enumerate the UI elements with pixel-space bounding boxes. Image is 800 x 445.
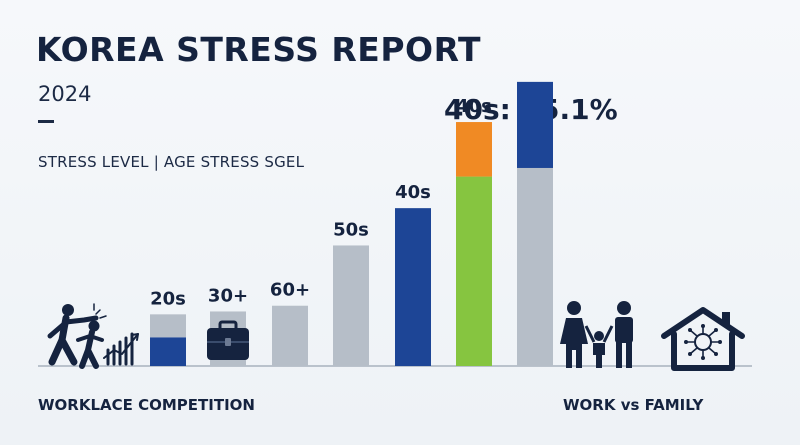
bar-3-segment-1	[272, 305, 308, 366]
bar-3-label: 60+	[270, 280, 310, 301]
footer-left-label: WORKLACE COMPETITION	[38, 396, 255, 414]
bar-1-segment-1	[150, 337, 186, 366]
title-divider	[38, 120, 54, 123]
bar-1-label: 20s	[150, 288, 186, 309]
bar-6-segment-1	[456, 176, 492, 366]
bar-1-segment-2	[150, 314, 186, 338]
bars-group: 20s 30+ 60+ 50s 40s 40s	[150, 81, 553, 366]
family-icon	[560, 301, 633, 368]
competition-fighting-icon	[47, 303, 139, 369]
bar-5-label: 40s	[395, 182, 431, 203]
bar-5-segment-1	[395, 208, 431, 366]
bar-2-label: 30+	[208, 285, 248, 306]
briefcase-icon	[207, 320, 249, 360]
report-title: KOREA STRESS REPORT	[36, 30, 482, 69]
house-network-icon	[661, 307, 745, 371]
bar-7-segment-2	[517, 81, 553, 168]
report-year: 2024	[38, 82, 92, 106]
bar-7-segment-1	[517, 167, 553, 366]
footer-right-label: WORK vs FAMILY	[563, 396, 704, 414]
bar-4-segment-1	[333, 245, 369, 366]
chart-subtitle: STRESS LEVEL | AGE STRESS SGEL	[38, 153, 305, 171]
bar-6-label: 40s	[456, 96, 492, 117]
bar-4-label: 50s	[333, 219, 369, 240]
bar-6-segment-2	[456, 122, 492, 177]
